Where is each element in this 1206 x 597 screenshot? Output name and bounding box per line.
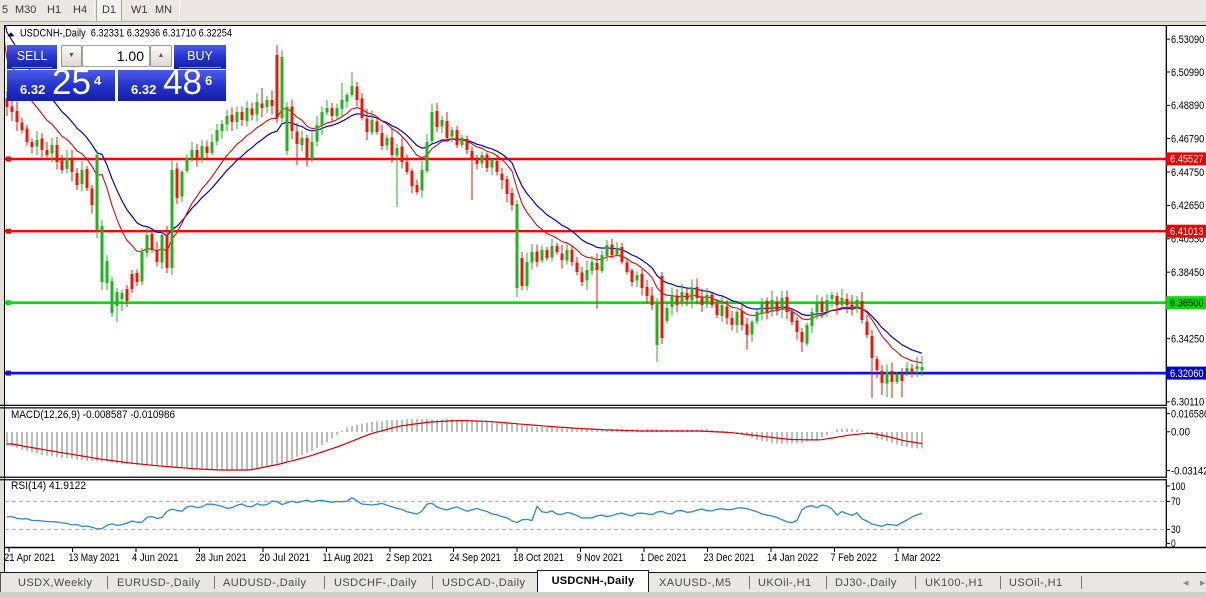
svg-text:20 Jul 2021: 20 Jul 2021 — [259, 552, 310, 564]
svg-text:23 Dec 2021: 23 Dec 2021 — [704, 552, 755, 564]
svg-text:0.00: 0.00 — [1171, 427, 1190, 439]
svg-text:100: 100 — [1171, 481, 1185, 493]
svg-text:6.42650: 6.42650 — [1171, 200, 1204, 212]
svg-text:USDCNH-,Daily 6.32331 6.32936: USDCNH-,Daily 6.32331 6.32936 6.31710 6.… — [20, 28, 232, 40]
svg-text:1 Mar 2022: 1 Mar 2022 — [894, 552, 941, 564]
svg-text:6.45527: 6.45527 — [1170, 154, 1204, 166]
svg-text:6.38450: 6.38450 — [1171, 267, 1204, 279]
svg-text:6.36500: 6.36500 — [1170, 298, 1204, 310]
svg-text:1 Dec 2021: 1 Dec 2021 — [640, 552, 687, 564]
svg-text:14 Jan 2022: 14 Jan 2022 — [767, 552, 818, 564]
svg-text:70: 70 — [1171, 496, 1181, 508]
svg-text:6.44750: 6.44750 — [1171, 167, 1204, 179]
svg-text:6.30110: 6.30110 — [1171, 397, 1204, 409]
svg-text:6.48890: 6.48890 — [1171, 100, 1204, 112]
svg-text:6.46790: 6.46790 — [1171, 133, 1204, 145]
svg-text:24 Sep 2021: 24 Sep 2021 — [450, 552, 501, 564]
svg-text:6.32060: 6.32060 — [1170, 368, 1204, 380]
svg-text:2 Sep 2021: 2 Sep 2021 — [386, 552, 433, 564]
svg-text:RSI(14) 41.9122: RSI(14) 41.9122 — [11, 480, 86, 492]
svg-text:0: 0 — [1171, 538, 1176, 550]
svg-text:4 Jun 2021: 4 Jun 2021 — [132, 552, 179, 564]
svg-text:21 Apr 2021: 21 Apr 2021 — [4, 552, 55, 564]
svg-text:MACD(12,26,9) -0.008587 -0.010: MACD(12,26,9) -0.008587 -0.010986 — [11, 409, 175, 421]
svg-text:9 Nov 2021: 9 Nov 2021 — [577, 552, 624, 564]
svg-text:6.34250: 6.34250 — [1171, 334, 1204, 346]
svg-text:11 Aug 2021: 11 Aug 2021 — [323, 552, 374, 564]
svg-text:18 Oct 2021: 18 Oct 2021 — [513, 552, 564, 564]
svg-text:6.41013: 6.41013 — [1170, 226, 1204, 238]
svg-text:0.016586: 0.016586 — [1171, 408, 1206, 420]
svg-text:30: 30 — [1171, 524, 1181, 536]
svg-text:6.50990: 6.50990 — [1171, 67, 1204, 79]
svg-text:-0.031426: -0.031426 — [1171, 465, 1206, 477]
svg-text:13 May 2021: 13 May 2021 — [69, 552, 120, 564]
svg-text:7 Feb 2022: 7 Feb 2022 — [831, 552, 878, 564]
svg-text:6.53090: 6.53090 — [1171, 34, 1204, 46]
svg-text:28 Jun 2021: 28 Jun 2021 — [196, 552, 247, 564]
